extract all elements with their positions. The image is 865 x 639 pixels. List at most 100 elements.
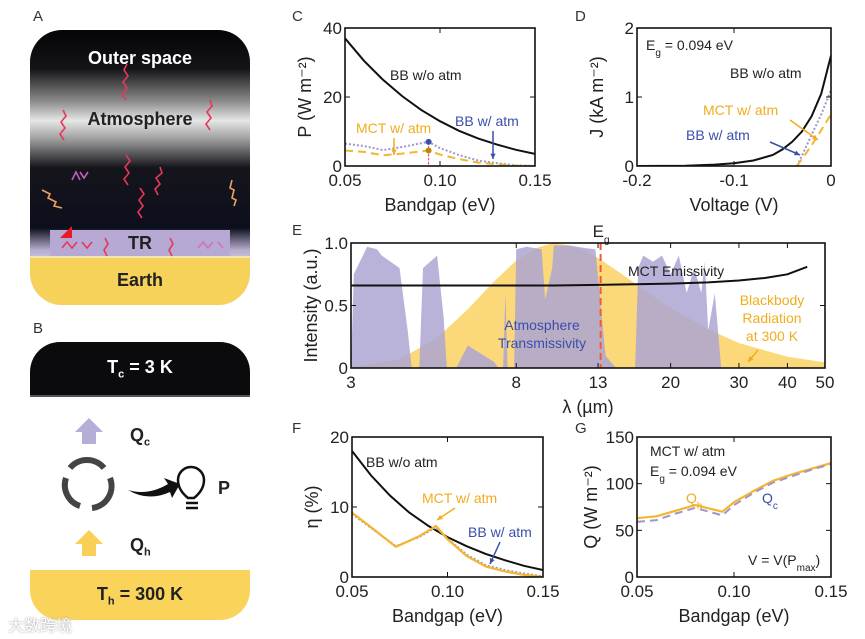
label-atm-1: Atmosphere	[504, 317, 580, 333]
panel-letter-g: G	[575, 420, 587, 437]
qc-label: Qc	[130, 425, 151, 449]
annotation-arrow	[769, 141, 801, 156]
label-mct-w-atm: MCT w/ atm	[650, 443, 725, 459]
emitter-triangle-icon	[60, 226, 72, 238]
x-tick-label: 0	[826, 171, 835, 190]
x-tick-label: 0.15	[526, 582, 559, 601]
series-line-0	[637, 462, 831, 520]
qh-label: Qh	[130, 535, 151, 559]
cycle-icon	[61, 456, 115, 511]
y-tick-label: 2	[625, 19, 634, 38]
y-tick-label: 20	[323, 88, 342, 107]
y-axis-label: Q (W m⁻²)	[581, 465, 601, 548]
label-qc: Qc	[762, 490, 778, 512]
chart-panel-d: -0.2 -0.1 0 0 1 2 Voltage (V) J (kA m⁻²) Eg = 0.…	[587, 19, 836, 215]
y-tick-label: 150	[606, 428, 634, 447]
series-line-2	[345, 149, 535, 166]
y-axis-label: P (W m⁻²)	[295, 56, 315, 137]
label-qh: Qh	[686, 490, 702, 512]
label-bb-w-atm: BB w/ atm	[468, 524, 532, 540]
y-tick-label: 10	[330, 498, 349, 517]
arrowhead-icon	[490, 153, 496, 159]
panel-letter-d: D	[575, 8, 586, 25]
x-tick-label: 20	[661, 373, 680, 392]
chart-panel-e: Eg 3 8 13 20 30 40 50 0 0.5 1.0 λ (µm) Intensity (a.…	[301, 222, 834, 417]
label-mct-w-atm: MCT w/ atm	[703, 102, 778, 118]
wave-icon	[229, 179, 237, 207]
thermoradiative-layer	[50, 230, 230, 256]
wave-icon	[103, 237, 174, 257]
x-axis-label: Bandgap (eV)	[392, 606, 503, 626]
x-tick-label: 0.05	[328, 171, 361, 190]
arrowhead-icon	[794, 150, 800, 156]
data-marker-1	[425, 147, 432, 154]
y-tick-label: 20	[330, 428, 349, 447]
chart-panel-f: 0.05 0.10 0.15 0 10 20 Bandgap (eV) η (%) BB w/o…	[302, 428, 560, 626]
x-tick-label: 30	[729, 373, 748, 392]
plot-area	[351, 243, 825, 368]
series-area-1	[351, 245, 825, 368]
label-eg-part: g	[655, 48, 661, 59]
label-qc-part: Q	[762, 490, 773, 506]
wave-icon	[137, 187, 145, 219]
chart-panel-g: 0.05 0.10 0.15 0 50 100 150 Bandgap (eV) Q (W m⁻…	[581, 428, 848, 626]
label-eg-part: = 0.094 eV	[661, 37, 734, 53]
plot-area	[352, 450, 543, 577]
wave-icon	[121, 63, 129, 101]
label-eg-part: E	[646, 37, 655, 53]
series-line-2	[351, 265, 808, 287]
label-eg: Eg = 0.094 eV	[646, 37, 734, 59]
x-tick-label: 13	[589, 373, 608, 392]
x-tick-label: 0.15	[814, 582, 847, 601]
label-eg-part: g	[659, 474, 665, 485]
label-bb-1: Blackbody	[740, 292, 805, 308]
data-marker-0	[425, 138, 432, 145]
heat-in-arrow-icon	[75, 530, 103, 556]
hot-reservoir: Th = 300 K	[30, 570, 250, 620]
heat-out-arrow-icon	[75, 418, 103, 444]
panel-letter-a: A	[33, 8, 44, 25]
x-tick-label: 0.10	[717, 582, 750, 601]
panel-letter-e: E	[292, 222, 303, 239]
series-line-0	[637, 55, 831, 166]
y-tick-label: 0	[333, 157, 342, 176]
y-tick-label: 100	[606, 475, 634, 494]
label-bb-w-atm: BB w/ atm	[686, 127, 750, 143]
label-qc-part: c	[773, 501, 778, 512]
label-atm-2: Transmissivity	[498, 335, 586, 351]
label-mct-w-atm: MCT w/ atm	[356, 120, 431, 136]
panel-letter-b: B	[33, 320, 44, 337]
eg-label-part: g	[604, 235, 610, 246]
series-line-1	[345, 140, 535, 166]
atmosphere-label: Atmosphere	[87, 109, 193, 129]
x-axis-label: λ (µm)	[562, 397, 613, 417]
y-tick-label: 0	[339, 359, 348, 378]
x-tick-label: 40	[778, 373, 797, 392]
y-axis-label: η (%)	[302, 485, 322, 528]
wave-icon	[61, 240, 93, 250]
plot-area	[345, 37, 535, 166]
x-tick-label: -0.1	[719, 171, 748, 190]
earth-label: Earth	[116, 270, 163, 290]
tr-label: TR	[128, 233, 152, 253]
panel-letter-f: F	[292, 420, 302, 437]
series-line-2	[796, 113, 831, 166]
x-tick-label: 0.10	[431, 582, 464, 601]
label-bb-wo-atm: BB w/o atm	[390, 67, 462, 83]
label-v-pmax-part: max	[797, 563, 816, 574]
label-v-pmax-part: V = V(P	[748, 552, 797, 568]
annotation-arrow	[789, 119, 819, 141]
y-tick-label: 0	[340, 568, 349, 587]
y-axis-label: J (kA m⁻²)	[587, 56, 607, 138]
wave-icon	[59, 109, 67, 141]
x-tick-label: -0.2	[622, 171, 651, 190]
series-line-1	[637, 463, 831, 523]
arrowhead-icon	[489, 558, 495, 564]
chart-panel-c: 0.05 0.10 0.15 0 20 40 Bandgap (eV) P (W m⁻²) BB…	[295, 19, 552, 215]
wave-icon	[41, 189, 63, 209]
label-bb-wo-atm: BB w/o atm	[730, 65, 802, 81]
y-tick-label: 50	[615, 521, 634, 540]
x-tick-label: 0.10	[423, 171, 456, 190]
series-line-0	[345, 37, 535, 155]
